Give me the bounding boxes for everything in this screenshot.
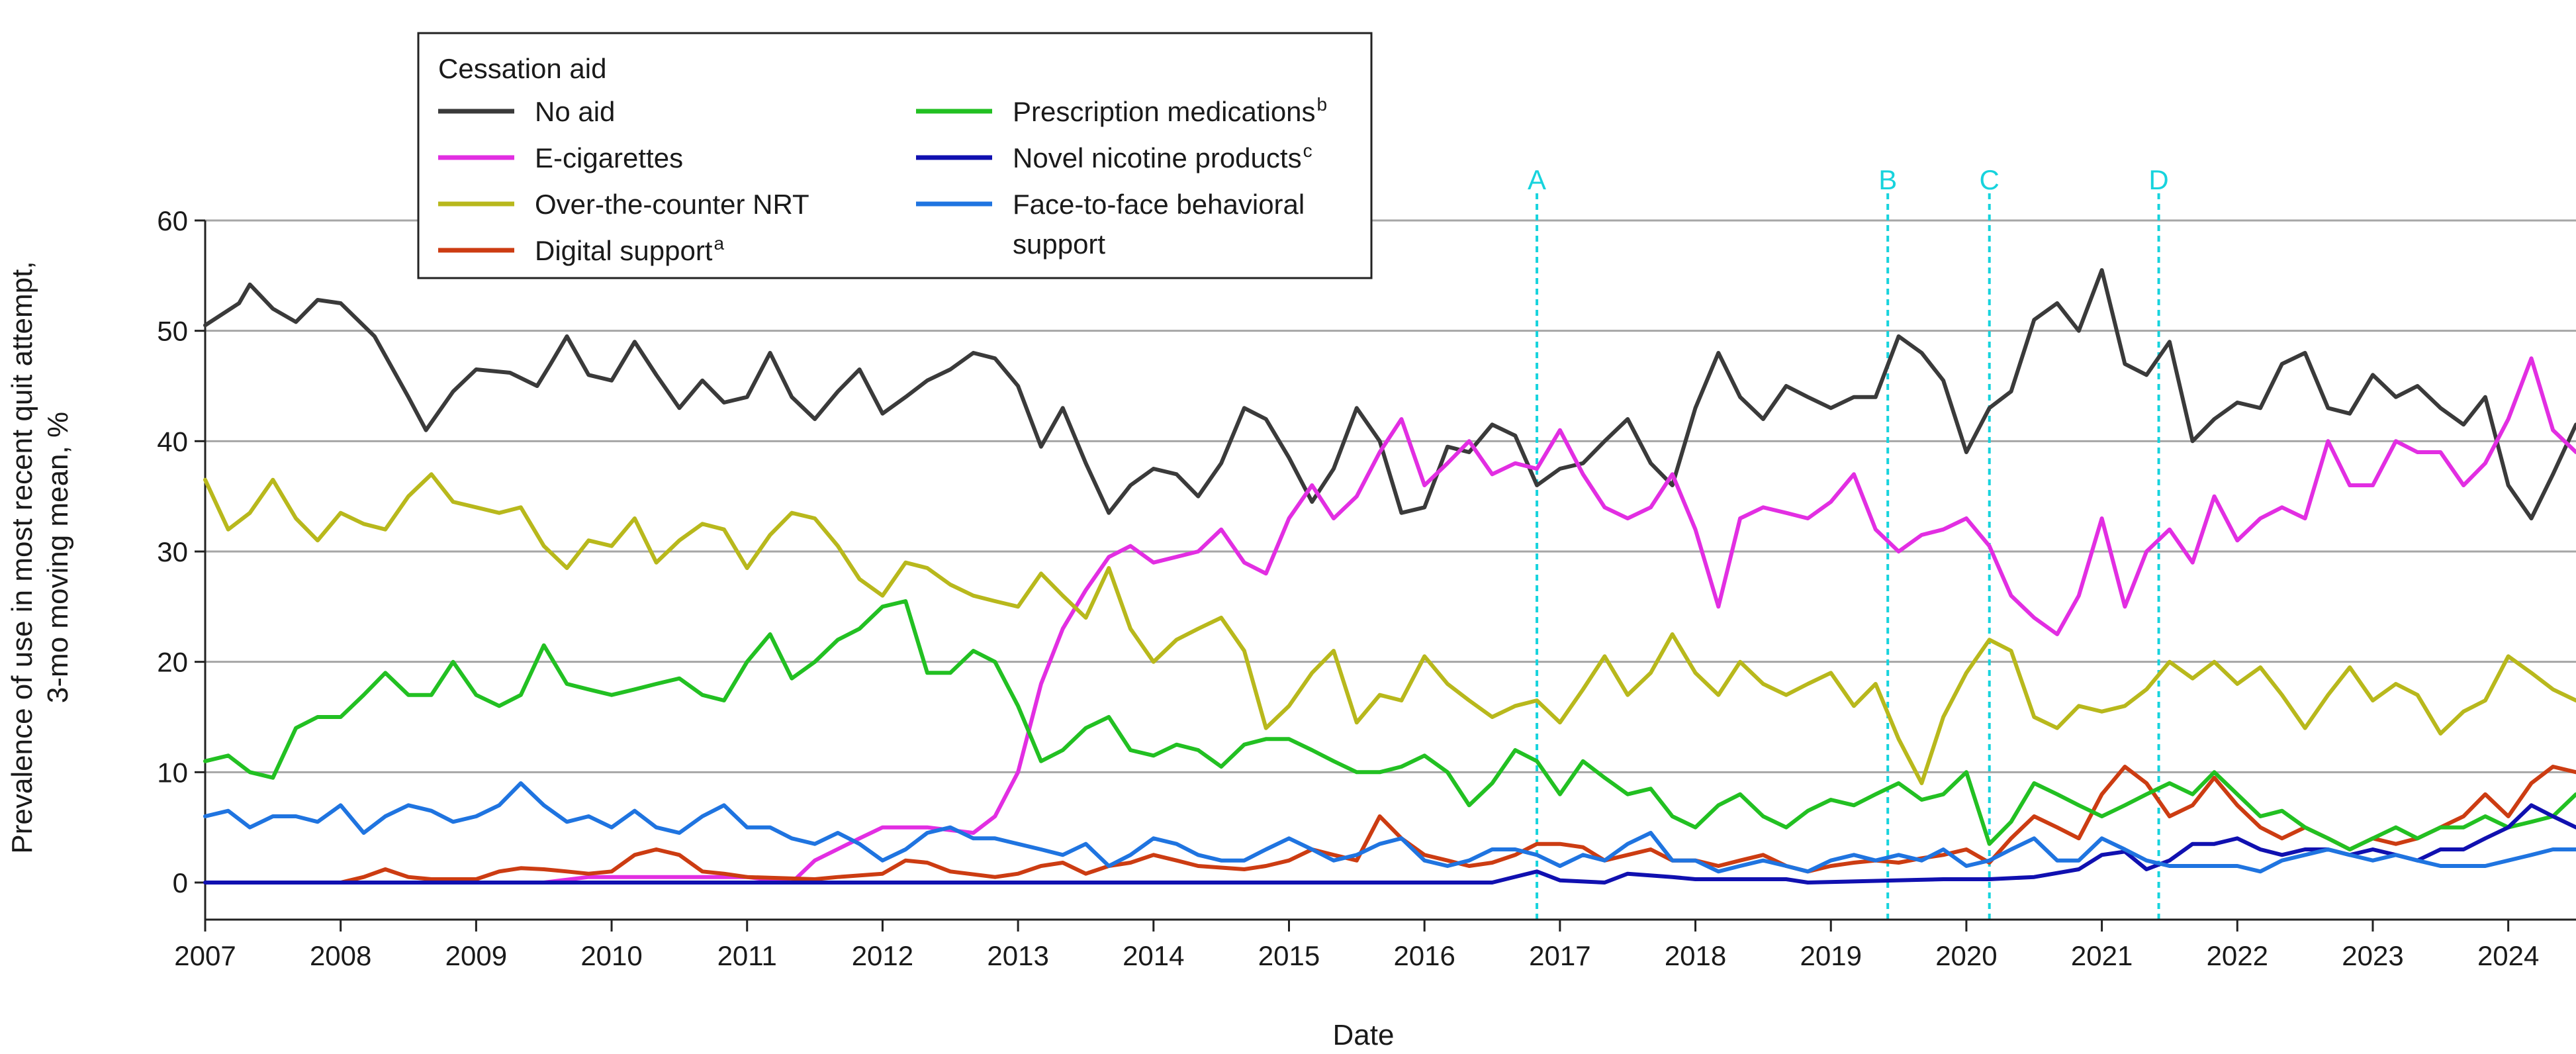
y-axis-label-line2: 3-mo moving mean, % (42, 412, 74, 703)
legend-label-text: Digital support (535, 235, 713, 266)
legend-label-superscript: c (1303, 140, 1312, 161)
legend-label-text: Novel nicotine products (1013, 142, 1302, 173)
series-line-digital-support (203, 765, 2576, 885)
legend-label-text: No aid (535, 96, 615, 127)
event-markers: A B C D (1528, 164, 2169, 920)
axis-labels: Date Prevalence of use in most recent qu… (6, 261, 1394, 1051)
y-tick-label-1: 10 (157, 757, 188, 788)
x-tick-label-7: 2014 (1123, 940, 1184, 971)
legend-label-prescription-medications: Prescription medicationsb (1013, 94, 1327, 127)
series-line-no-aid (203, 268, 2576, 520)
x-tick-label-14: 2021 (2071, 940, 2133, 971)
series-line-e-cigarettes (541, 356, 2576, 885)
x-tick-label-9: 2016 (1393, 940, 1455, 971)
legend-box (417, 32, 1373, 279)
event-label-C: C (1980, 164, 2000, 195)
x-axis-label: Date (1333, 1019, 1395, 1051)
legend-label-text: Prescription medications (1013, 96, 1316, 127)
x-tick-label-12: 2019 (1800, 940, 1862, 971)
legend-title: Cessation aid (438, 53, 606, 84)
x-tick-label-15: 2022 (2207, 940, 2268, 971)
event-label-A: A (1528, 164, 1546, 195)
x-tick-label-10: 2017 (1529, 940, 1590, 971)
x-tick-label-8: 2015 (1258, 940, 1320, 971)
event-label-D: D (2148, 164, 2168, 195)
y-axis-label-line1: Prevalence of use in most recent quit at… (6, 261, 38, 853)
x-tick-label-6: 2013 (987, 940, 1048, 971)
series-line-novel-nicotine-products (203, 803, 2576, 885)
y-tick-label-3: 30 (157, 536, 188, 567)
y-tick-label-0: 0 (173, 867, 188, 898)
legend-label-line-1: Face-to-face behavioral (1013, 189, 1305, 220)
x-tick-label-16: 2023 (2342, 940, 2403, 971)
legend-label-e-cigarettes: E-cigarettes (535, 142, 683, 173)
gridlines (205, 219, 2576, 773)
x-tick-label-13: 2020 (1935, 940, 1997, 971)
legend-label-novel-nicotine-products: Novel nicotine productsc (1013, 140, 1312, 173)
x-tick-label-5: 2012 (852, 940, 913, 971)
series-line-face-to-face-behavioral-support (203, 781, 2576, 874)
y-tick-label-6: 60 (157, 205, 188, 236)
series-line-over-the-counter-nrt (203, 472, 2576, 785)
legend-label-digital-support: Digital supporta (535, 233, 724, 266)
legend-label-superscript: b (1317, 94, 1328, 115)
event-label-B: B (1878, 164, 1897, 195)
legend-label-line-2: support (1013, 228, 1105, 260)
x-tick-label-17: 2024 (2477, 940, 2539, 971)
legend-label-text: E-cigarettes (535, 142, 683, 173)
series-line-prescription-medications (203, 599, 2576, 851)
legend: Cessation aid No aid E-cigarettes Over-the… (417, 32, 1373, 279)
axes: 0 10 20 30 40 50 60 2007 2008 2009 2010 2011 2012 201… (157, 205, 2576, 971)
legend-label-over-the-counter-nrt: Over-the-counter NRT (535, 189, 809, 220)
y-tick-label-5: 50 (157, 316, 188, 347)
x-tick-label-0: 2007 (174, 940, 236, 971)
x-tick-label-1: 2008 (310, 940, 371, 971)
legend-label-text: Over-the-counter NRT (535, 189, 809, 220)
legend-label-face-to-face-behavioral-support: Face-to-face behavioral support (1013, 189, 1305, 260)
y-tick-label-2: 20 (157, 647, 188, 678)
y-tick-label-4: 40 (157, 426, 188, 457)
series-lines (203, 268, 2576, 885)
x-tick-label-3: 2010 (580, 940, 642, 971)
legend-label-superscript: a (713, 233, 724, 254)
x-tick-label-11: 2018 (1665, 940, 1726, 971)
x-tick-label-4: 2011 (717, 940, 777, 971)
legend-label-no-aid: No aid (535, 96, 615, 127)
x-tick-label-2: 2009 (445, 940, 507, 971)
